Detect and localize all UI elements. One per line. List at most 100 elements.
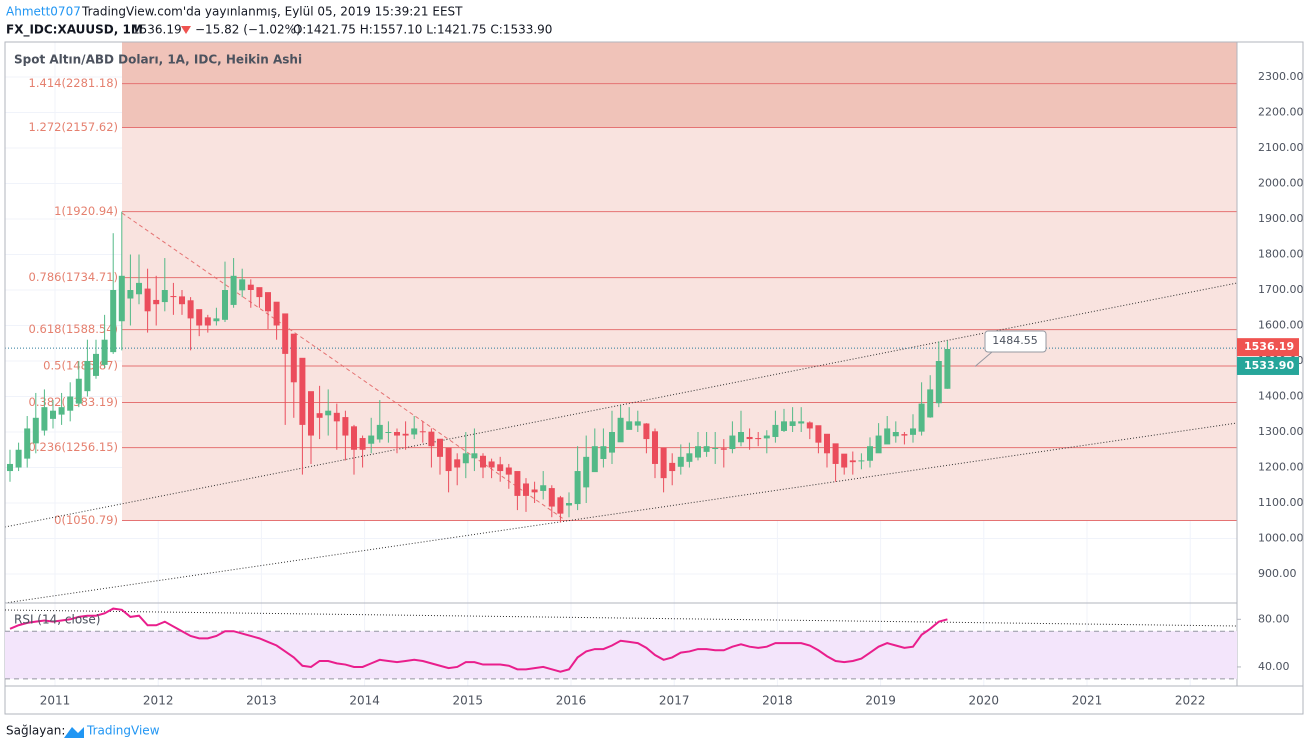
candle-body <box>24 428 31 459</box>
candle-body <box>170 296 177 298</box>
y-tick-label: 900.00 <box>1258 567 1297 580</box>
symbol: FX_IDC:XAUUSD, 1M <box>6 23 143 38</box>
candle-body <box>110 290 117 353</box>
fib-label: 0.5(1485.87) <box>43 359 118 373</box>
change: −15.82 (−1.02%) <box>195 23 301 37</box>
candle-body <box>634 421 641 426</box>
candle-body <box>454 459 461 468</box>
candle-body <box>316 413 323 418</box>
candle-body <box>781 421 787 431</box>
legend: Spot Altın/ABD Doları, 1A, IDC, Heikin A… <box>14 53 302 67</box>
candle-body <box>815 425 822 443</box>
candle-body <box>256 287 263 298</box>
y-tick-label: 1700.00 <box>1258 283 1304 296</box>
ohlc: O:1421.75 H:1557.10 L:1421.75 C:1533.90 <box>293 23 552 37</box>
author[interactable]: Ahmett0707 <box>6 5 81 19</box>
candle-body <box>351 426 357 450</box>
candle-body <box>333 412 340 422</box>
layers: 900.00 1000.00 1100.00 1200.00 1300.00 1400.0… <box>4 41 1304 715</box>
candle-body <box>342 417 349 436</box>
candle-body <box>927 389 934 418</box>
rsi-tick-label: 80.00 <box>1258 612 1290 625</box>
price-badge <box>1237 338 1299 357</box>
fib-label: 1.272(2157.62) <box>29 120 118 134</box>
candle-body <box>239 279 246 291</box>
candle-body <box>849 460 856 463</box>
candle-body <box>445 447 452 472</box>
fib-zone-upper <box>122 42 1237 128</box>
candle-body <box>755 438 762 440</box>
candle-body <box>15 449 22 468</box>
candle-body <box>609 432 615 453</box>
candle-body <box>892 432 899 437</box>
fib-label: 0.618(1588.54) <box>29 322 118 336</box>
candle-body <box>118 275 125 322</box>
candle-body <box>523 483 529 496</box>
candle-body <box>213 318 220 322</box>
callout-label: 1484.55 <box>992 334 1038 347</box>
candle-body <box>497 464 504 472</box>
candle-body <box>832 443 839 464</box>
candle-body <box>385 432 392 433</box>
candle-body <box>394 432 400 436</box>
candle-body <box>875 435 882 454</box>
candle-body <box>600 446 607 459</box>
rsi-legend: RSI (14, close) <box>14 613 100 627</box>
candle-body <box>703 446 710 452</box>
candle-body <box>867 446 873 461</box>
candle-body <box>41 407 48 431</box>
candle-body <box>505 467 512 475</box>
candle-body <box>746 436 753 440</box>
candle-body <box>660 447 667 479</box>
fib-label: 0.786(1734.71) <box>29 270 118 284</box>
candle-body <box>7 463 13 472</box>
candle-body <box>884 428 891 445</box>
fib-label: 0.382(1383.19) <box>29 395 118 409</box>
y-tick-label: 2100.00 <box>1258 141 1304 154</box>
candle-body <box>290 333 297 383</box>
y-tick-label: 2300.00 <box>1258 70 1304 83</box>
x-tick-label: 2013 <box>246 694 277 708</box>
candle-body <box>359 438 366 450</box>
price-badge-label: 1533.90 <box>1244 359 1294 372</box>
fib-label: 0(1050.79) <box>54 513 118 527</box>
candle-body <box>402 433 409 436</box>
fib-label: 1(1920.94) <box>54 204 118 218</box>
candle-body <box>729 435 736 450</box>
candle-body <box>462 453 469 464</box>
candle-body <box>772 424 779 437</box>
candle-body <box>247 284 254 290</box>
candle-body <box>308 391 314 436</box>
candle-body <box>841 453 848 468</box>
candle-body <box>93 353 99 376</box>
rsi-line <box>9 607 948 673</box>
candle-body <box>480 455 486 468</box>
y-tick-label: 1400.00 <box>1258 390 1304 403</box>
candle-body <box>136 282 142 295</box>
candle-body <box>179 296 185 305</box>
x-tick-label: 2020 <box>969 694 1000 708</box>
candle-body <box>299 357 306 425</box>
fib-label: 0.236(1256.15) <box>29 440 118 454</box>
candle-body <box>471 453 478 459</box>
candle-body <box>652 431 658 464</box>
y-tick-label: 1000.00 <box>1258 532 1304 545</box>
candle-body <box>376 424 383 440</box>
trend-line <box>4 422 1238 604</box>
candle-body <box>910 428 916 435</box>
candle-body <box>84 361 91 392</box>
candle-body <box>763 435 770 439</box>
candle-body <box>738 432 744 443</box>
candle-body <box>273 301 280 326</box>
brand[interactable]: TradingView <box>86 724 160 738</box>
y-tick-label: 2200.00 <box>1258 106 1304 119</box>
candle-body <box>695 446 701 458</box>
candle-body <box>101 339 108 365</box>
candle-body <box>161 290 168 303</box>
y-tick-label: 1600.00 <box>1258 319 1304 332</box>
logo <box>64 727 84 738</box>
candle-body <box>591 446 598 473</box>
y-tick-label: 1800.00 <box>1258 248 1304 261</box>
candle-body <box>58 407 65 415</box>
candle-body <box>566 503 572 506</box>
